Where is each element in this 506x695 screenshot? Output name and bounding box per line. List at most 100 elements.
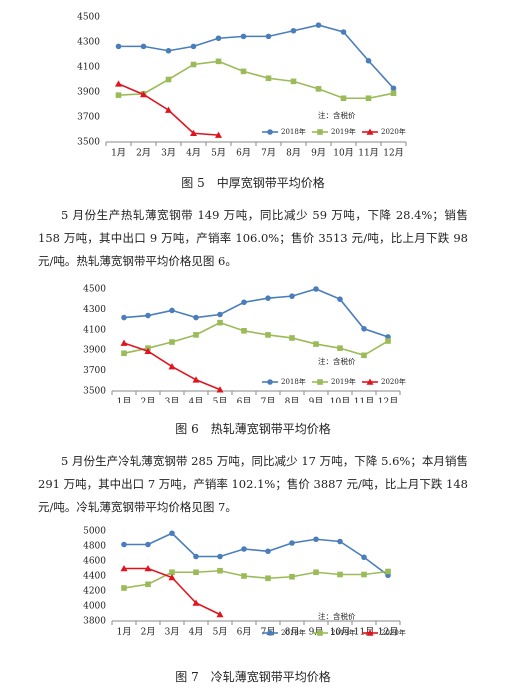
y-tick-label: 3500 — [83, 387, 106, 397]
y-tick-label: 4800 — [83, 542, 106, 552]
x-tick-label: 5月 — [213, 627, 228, 638]
data-point — [115, 43, 122, 50]
data-point — [215, 35, 222, 42]
data-point — [168, 574, 176, 581]
y-tick-label: 5000 — [83, 527, 106, 537]
x-tick-label: 3月 — [165, 397, 180, 404]
x-tick-label: 6月 — [237, 627, 252, 638]
data-point — [337, 345, 343, 351]
x-tick-label: 7月 — [261, 397, 276, 404]
data-point — [217, 311, 223, 318]
data-point — [340, 29, 347, 35]
data-point — [313, 286, 319, 292]
data-point — [217, 553, 223, 560]
x-tick-label: 10月 — [333, 148, 353, 159]
figure-caption: 图 7 冷轧薄宽钢带平均价格 — [175, 670, 331, 684]
legend-label: 2019年 — [331, 377, 356, 386]
data-point — [265, 295, 271, 301]
x-tick-label: 5月 — [211, 148, 226, 159]
legend-label: 2020年 — [381, 377, 406, 386]
legend-marker — [267, 129, 273, 135]
y-tick-label: 4300 — [83, 305, 106, 315]
figure-caption: 图 6 热轧薄宽钢带平均价格 — [175, 422, 331, 436]
y-tick-label: 4100 — [77, 63, 100, 73]
data-point — [217, 567, 223, 574]
x-tick-label: 11月 — [354, 397, 374, 404]
data-point — [241, 328, 247, 334]
data-point — [290, 78, 297, 85]
legend-marker — [317, 129, 323, 135]
data-point — [337, 296, 343, 302]
y-tick-label: 4500 — [77, 13, 100, 23]
data-point — [115, 80, 122, 87]
data-point — [121, 585, 127, 591]
x-tick-label: 10月 — [330, 627, 350, 638]
paragraph: 5 月份生产冷轧薄宽钢带 285 万吨，同比减少 17 万吨，下降 5.6%；本… — [38, 454, 468, 514]
data-point — [217, 319, 223, 326]
data-point — [361, 571, 367, 578]
data-point — [193, 314, 199, 321]
x-tick-label: 1月 — [111, 148, 126, 159]
data-point — [144, 565, 152, 572]
y-tick-label: 3700 — [83, 366, 106, 376]
x-tick-label: 7月 — [261, 148, 276, 159]
y-tick-label: 4500 — [83, 285, 106, 295]
data-point — [192, 599, 200, 606]
x-tick-label: 12月 — [383, 148, 403, 159]
x-tick-label: 4月 — [189, 397, 204, 404]
data-point — [216, 610, 224, 618]
data-point — [169, 530, 175, 537]
data-point — [361, 352, 367, 359]
data-point — [315, 86, 322, 92]
x-tick-label: 8月 — [285, 627, 300, 638]
data-point — [145, 541, 151, 548]
data-point — [169, 339, 175, 345]
data-point — [168, 363, 176, 370]
annotation: 注：含税价 — [318, 356, 356, 366]
x-tick-label: 4月 — [186, 148, 201, 159]
y-tick-label: 4200 — [83, 587, 106, 597]
data-point — [265, 575, 271, 582]
legend-label: 2019年 — [331, 628, 356, 637]
data-point — [265, 33, 272, 40]
y-tick-label: 4100 — [83, 325, 106, 335]
data-point — [290, 27, 297, 34]
x-tick-label: 2月 — [136, 148, 151, 159]
data-point — [313, 536, 319, 543]
data-point — [193, 569, 199, 576]
data-point — [140, 91, 147, 98]
series-line — [118, 24, 395, 89]
figure-caption: 图 5 中厚宽钢带平均价格 — [181, 176, 325, 190]
series-line — [124, 532, 389, 576]
data-point — [192, 376, 200, 383]
data-point — [169, 307, 175, 314]
data-point — [193, 553, 199, 560]
data-point — [169, 569, 175, 576]
legend-label: 2018年 — [281, 127, 306, 136]
x-tick-label: 9月 — [309, 397, 324, 404]
data-point — [190, 61, 197, 68]
legend-marker — [366, 629, 374, 636]
data-point — [115, 92, 122, 98]
data-point — [121, 314, 127, 321]
data-point — [315, 22, 322, 28]
chart: 3500 3700 3900 4100 4300 4500 1月 2月 3月 4月 5月 6月 7月 8月… — [77, 13, 407, 159]
series-line — [123, 321, 389, 357]
legend-label: 2020年 — [381, 628, 406, 637]
data-point — [165, 47, 172, 54]
data-point — [385, 338, 391, 344]
data-point — [313, 569, 319, 576]
data-point — [265, 548, 271, 555]
y-tick-label: 4000 — [83, 602, 106, 612]
data-point — [240, 68, 247, 75]
data-point — [165, 106, 172, 113]
legend-marker — [267, 379, 273, 385]
data-point — [215, 131, 222, 138]
data-point — [265, 75, 272, 82]
data-point — [120, 339, 128, 346]
legend-marker — [366, 378, 374, 385]
data-point — [390, 90, 397, 97]
data-point — [365, 95, 372, 102]
y-tick-label: 4600 — [83, 557, 106, 567]
